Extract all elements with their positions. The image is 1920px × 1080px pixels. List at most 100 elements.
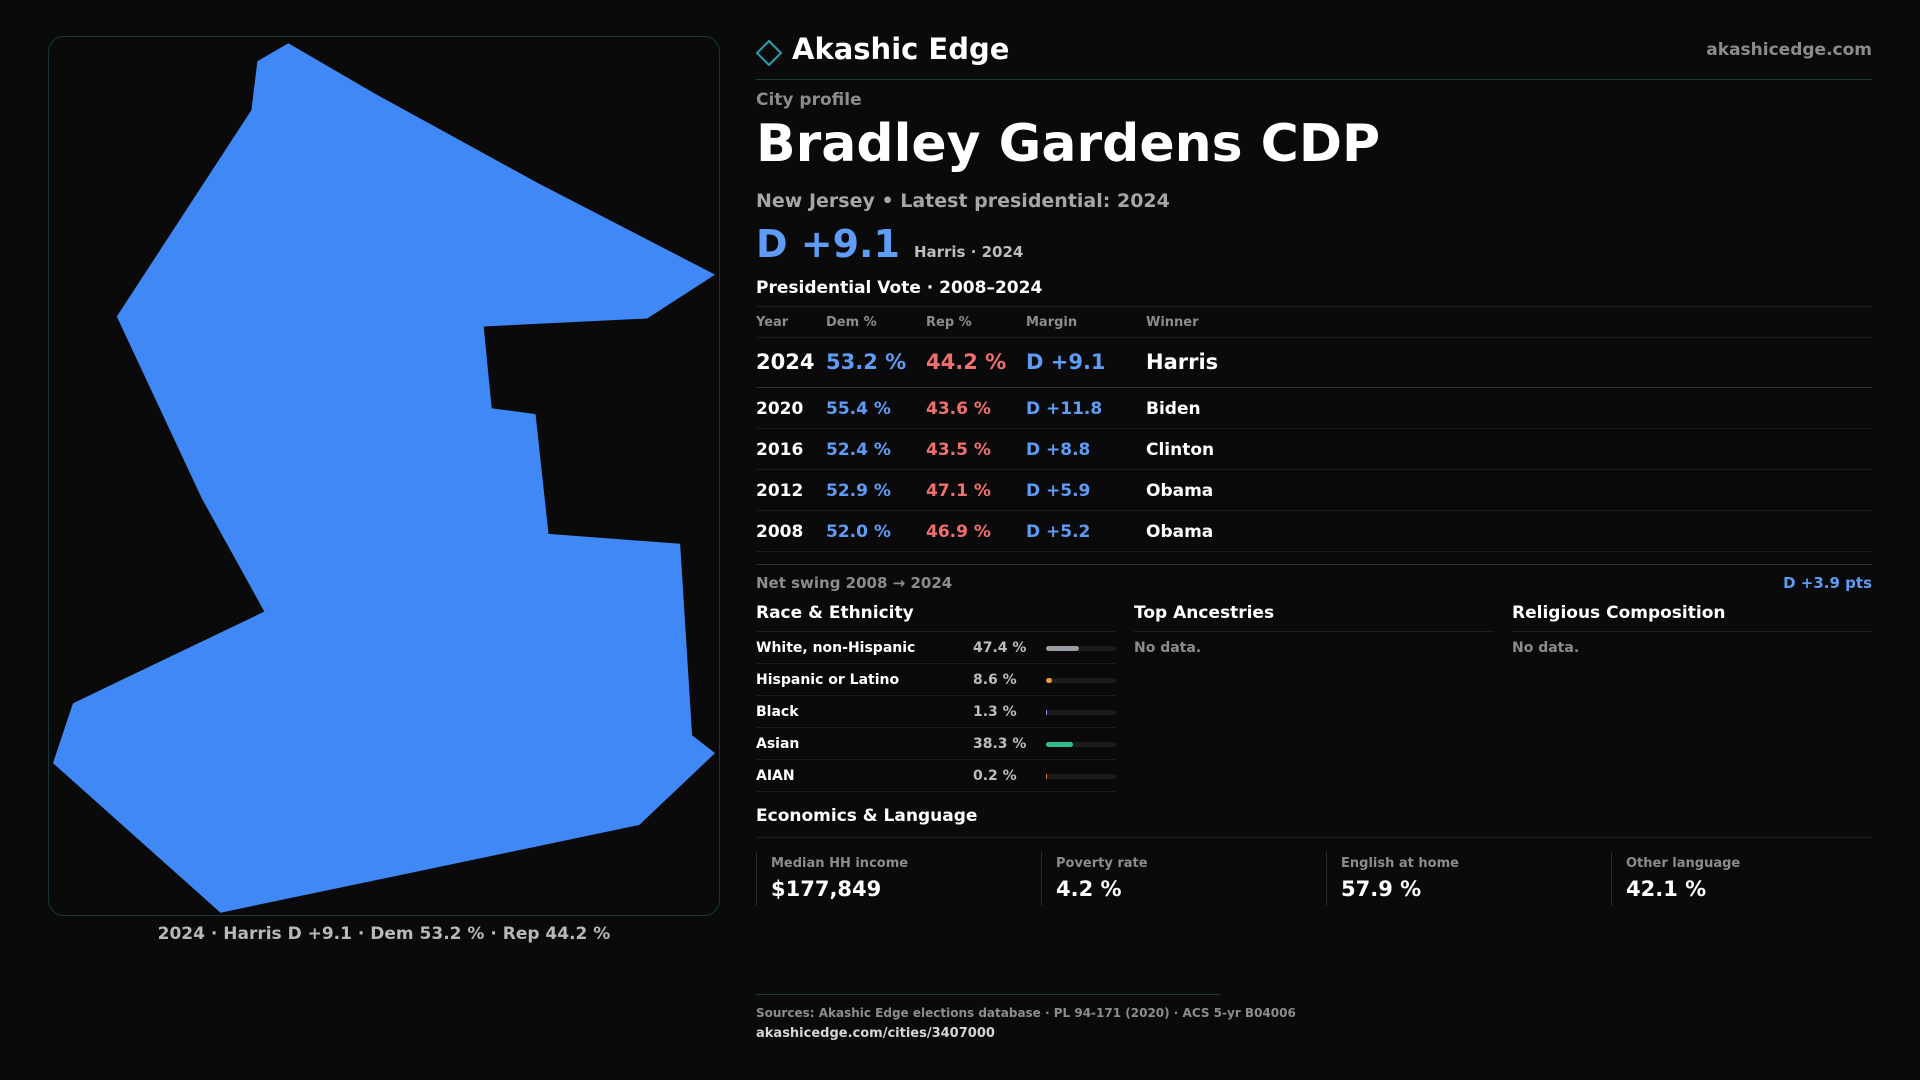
- econ-value: 57.9 %: [1341, 877, 1422, 901]
- map-caption: 2024 · Harris D +9.1 · Dem 53.2 % · Rep …: [157, 924, 611, 944]
- page-title: Bradley Gardens CDP: [756, 114, 1381, 174]
- race-label: Hispanic or Latino: [756, 672, 900, 688]
- cell-margin: D +9.1: [1026, 350, 1106, 374]
- cell-margin: D +5.9: [1026, 481, 1091, 501]
- religion-empty: No data.: [1512, 640, 1580, 656]
- econ-card-other-language: Other language 42.1 %: [1611, 852, 1881, 906]
- city-boundary-shape: [52, 43, 716, 913]
- presidential-vote-table: Year Dem % Rep % Margin Winner 2024 53.2…: [756, 306, 1872, 552]
- headline-margin-value: D +9.1: [756, 222, 900, 266]
- brand-name[interactable]: Akashic Edge: [792, 32, 1010, 66]
- cell-year: 2008: [756, 522, 804, 542]
- religion-title: Religious Composition: [1512, 600, 1872, 632]
- race-row: White, non-Hispanic 47.4 %: [756, 632, 1116, 664]
- cell-margin: D +5.2: [1026, 522, 1091, 542]
- race-row: Asian 38.3 %: [756, 728, 1116, 760]
- race-bar-track: [1046, 646, 1116, 651]
- race-pct: 0.2 %: [973, 768, 1017, 784]
- race-bar-fill: [1046, 774, 1048, 779]
- race-bar-track: [1046, 710, 1116, 715]
- cell-dem: 52.4 %: [826, 440, 891, 460]
- race-bar-fill: [1046, 646, 1080, 651]
- race-pct: 38.3 %: [973, 736, 1027, 752]
- cell-winner: Harris: [1146, 350, 1219, 374]
- race-bar-track: [1046, 678, 1116, 683]
- economics-divider: [756, 837, 1872, 838]
- vote-table-title: Presidential Vote · 2008–2024: [756, 278, 1043, 298]
- cell-year: 2012: [756, 481, 804, 501]
- cell-rep: 43.5 %: [926, 440, 991, 460]
- table-row: 2008 52.0 % 46.9 % D +5.2 Obama: [756, 511, 1872, 552]
- cell-year: 2020: [756, 399, 804, 419]
- econ-card-english: English at home 57.9 %: [1326, 852, 1596, 906]
- page-eyebrow: City profile: [756, 90, 862, 110]
- econ-card-poverty: Poverty rate 4.2 %: [1041, 852, 1311, 906]
- cell-winner: Clinton: [1146, 440, 1215, 460]
- race-ethnicity-section: Race & Ethnicity White, non-Hispanic 47.…: [756, 600, 1116, 792]
- econ-value: $177,849: [771, 877, 882, 901]
- page-subtitle: New Jersey • Latest presidential: 2024: [756, 190, 1170, 212]
- cell-rep: 46.9 %: [926, 522, 991, 542]
- race-row: Hispanic or Latino 8.6 %: [756, 664, 1116, 696]
- table-row: 2020 55.4 % 43.6 % D +11.8 Biden: [756, 388, 1872, 429]
- cell-winner: Obama: [1146, 481, 1214, 501]
- race-row: AIAN 0.2 %: [756, 760, 1116, 792]
- footer: Sources: Akashic Edge elections database…: [756, 994, 1296, 1041]
- cell-dem: 52.9 %: [826, 481, 891, 501]
- headline-margin: D +9.1 Harris · 2024: [756, 222, 1023, 268]
- cell-rep: 43.6 %: [926, 399, 991, 419]
- table-row: 2016 52.4 % 43.5 % D +8.8 Clinton: [756, 429, 1872, 470]
- race-row: Black 1.3 %: [756, 696, 1116, 728]
- cell-year: 2024: [756, 350, 815, 374]
- religion-section: Religious Composition No data.: [1512, 600, 1872, 656]
- race-label: Black: [756, 704, 799, 720]
- cell-winner: Biden: [1146, 399, 1201, 419]
- race-pct: 8.6 %: [973, 672, 1017, 688]
- ancestries-title: Top Ancestries: [1134, 600, 1494, 632]
- econ-label: Median HH income: [771, 856, 909, 871]
- cell-rep: 47.1 %: [926, 481, 991, 501]
- race-bar-fill: [1046, 742, 1073, 747]
- header-year: Year: [756, 315, 789, 330]
- headline-margin-detail: Harris · 2024: [913, 243, 1024, 261]
- header-rep: Rep %: [926, 315, 972, 330]
- econ-label: Other language: [1626, 856, 1741, 871]
- race-pct: 1.3 %: [973, 704, 1017, 720]
- table-row: 2012 52.9 % 47.1 % D +5.9 Obama: [756, 470, 1872, 511]
- table-row: 2024 53.2 % 44.2 % D +9.1 Harris: [756, 338, 1872, 388]
- header-dem: Dem %: [826, 315, 877, 330]
- race-label: White, non-Hispanic: [756, 640, 916, 656]
- econ-value: 42.1 %: [1626, 877, 1707, 901]
- cell-dem: 53.2 %: [826, 350, 907, 374]
- header-winner: Winner: [1146, 315, 1199, 330]
- econ-label: Poverty rate: [1056, 856, 1148, 871]
- table-header: Year Dem % Rep % Margin Winner: [756, 306, 1872, 338]
- race-list: White, non-Hispanic 47.4 % Hispanic or L…: [756, 632, 1116, 792]
- cell-year: 2016: [756, 440, 804, 460]
- cell-margin: D +11.8: [1026, 399, 1103, 419]
- economics-title: Economics & Language: [756, 806, 978, 826]
- cell-margin: D +8.8: [1026, 440, 1091, 460]
- race-label: AIAN: [756, 768, 795, 784]
- ancestries-empty: No data.: [1134, 640, 1202, 656]
- net-swing-row: Net swing 2008 → 2024 D +3.9 pts: [756, 564, 1872, 594]
- race-label: Asian: [756, 736, 800, 752]
- race-bar-fill: [1046, 678, 1053, 683]
- cell-dem: 55.4 %: [826, 399, 891, 419]
- footer-sources: Sources: Akashic Edge elections database…: [756, 1006, 1296, 1020]
- brand-url-link[interactable]: akashicedge.com: [1706, 40, 1872, 60]
- net-swing-value: D +3.9 pts: [1783, 574, 1872, 592]
- race-bar-track: [1046, 774, 1116, 779]
- header-margin: Margin: [1026, 315, 1078, 330]
- cell-rep: 44.2 %: [926, 350, 1007, 374]
- diamond-logo-icon: [756, 40, 782, 66]
- cell-winner: Obama: [1146, 522, 1214, 542]
- ancestries-section: Top Ancestries No data.: [1134, 600, 1494, 656]
- net-swing-label: Net swing 2008 → 2024: [756, 574, 953, 592]
- race-bar-fill: [1046, 710, 1048, 715]
- race-ethnicity-title: Race & Ethnicity: [756, 600, 1116, 632]
- econ-label: English at home: [1341, 856, 1459, 871]
- cell-dem: 52.0 %: [826, 522, 891, 542]
- econ-value: 4.2 %: [1056, 877, 1122, 901]
- footer-url-link[interactable]: akashicedge.com/cities/3407000: [756, 1026, 995, 1041]
